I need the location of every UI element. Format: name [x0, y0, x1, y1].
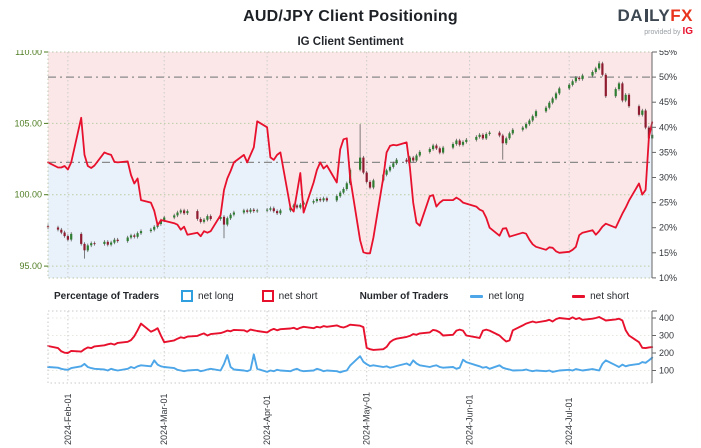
dailyfx-wordmark: DA LYFX	[618, 7, 693, 24]
date-tick-label: 2024-Apr-01	[262, 395, 272, 445]
logo-i-bar-icon	[644, 9, 648, 22]
net-long-label: net long	[198, 290, 234, 302]
count-tick-label: 400	[659, 313, 674, 323]
count-tick-label: 100	[659, 366, 674, 376]
ig-logo: IG	[682, 26, 693, 37]
count-tick-label: 200	[659, 348, 674, 358]
count-tick-label: 300	[659, 331, 674, 341]
logo-text-fx: FX	[670, 6, 693, 25]
percentage-of-traders-label: Percentage of Traders	[54, 290, 160, 302]
price-tick-label: 110.00	[15, 50, 42, 57]
pct-tick-label: 50%	[659, 72, 677, 82]
pct-tick-label: 30%	[659, 173, 677, 183]
date-tick-label: 2024-May-01	[362, 392, 372, 445]
date-tick-label: 2024-Mar-01	[159, 393, 169, 445]
date-tick-label: 2024-Feb-01	[63, 393, 73, 445]
net-long-square-icon	[181, 290, 194, 302]
legend-pct-net-long: net long	[181, 290, 234, 302]
price-sentiment-plot: 110.00 105.00 100.00 95.00 55% 50% 45% 40% 35% 30…	[14, 47, 677, 283]
net-short-area-upper	[48, 52, 653, 254]
legend-num-net-long: net long	[470, 291, 524, 302]
price-sentiment-chart: 110.00 105.00 100.00 95.00 55% 50% 45% 40% 35% 30…	[0, 47, 701, 286]
price-tick-label: 95.00	[19, 261, 42, 271]
candlestick-series	[46, 61, 654, 259]
pct-tick-label: 45%	[659, 97, 677, 107]
page-title: AUD/JPY Client Positioning	[243, 8, 458, 25]
legend-num-net-short: net short	[572, 291, 629, 302]
net-short-label: net short	[590, 290, 629, 302]
net-short-line-icon	[572, 294, 586, 298]
number-of-traders-label: Number of Traders	[359, 290, 449, 302]
net-long-label: net long	[488, 290, 525, 302]
pct-tick-label: 35%	[659, 147, 677, 157]
legend-pct-net-short: net short	[261, 290, 318, 302]
chart-subtitle: IG Client Sentiment	[297, 36, 404, 48]
date-tick-label: 2024-Jul-01	[564, 397, 574, 445]
net-short-pct-line	[47, 116, 654, 255]
price-tick-label: 105.00	[14, 118, 42, 128]
net-short-count-line	[47, 316, 654, 354]
provided-by-line: provided by IG	[618, 27, 693, 37]
pct-tick-label: 10%	[659, 273, 677, 283]
number-of-traders-plot: 400 300 200 100 2024-Feb-01 2024-Mar-01 2024-A…	[47, 310, 674, 445]
number-of-traders-chart: 400 300 200 100 2024-Feb-01 2024-Mar-01 2024-A…	[0, 304, 701, 448]
chart-legend: Percentage of Traders net long net short…	[0, 288, 701, 304]
logo-text-da: DA	[617, 6, 644, 25]
pct-tick-label: 55%	[659, 50, 677, 57]
date-tick-label: 2024-Jun-01	[465, 394, 475, 445]
provided-by-label: provided by	[644, 29, 681, 36]
pct-tick-label: 20%	[659, 223, 677, 233]
pct-tick-label: 40%	[659, 122, 677, 132]
logo-text-ly: LY	[649, 6, 671, 25]
pct-tick-label: 25%	[659, 198, 677, 208]
net-short-area-lower	[48, 117, 653, 278]
net-short-label: net short	[278, 290, 318, 302]
dailyfx-logo: DA LYFX provided by IG	[618, 7, 693, 37]
net-long-count-line	[47, 353, 654, 374]
price-tick-label: 100.00	[14, 190, 42, 200]
pct-tick-label: 15%	[659, 248, 677, 258]
net-long-line-icon	[470, 294, 484, 298]
net-short-square-icon	[261, 290, 274, 302]
